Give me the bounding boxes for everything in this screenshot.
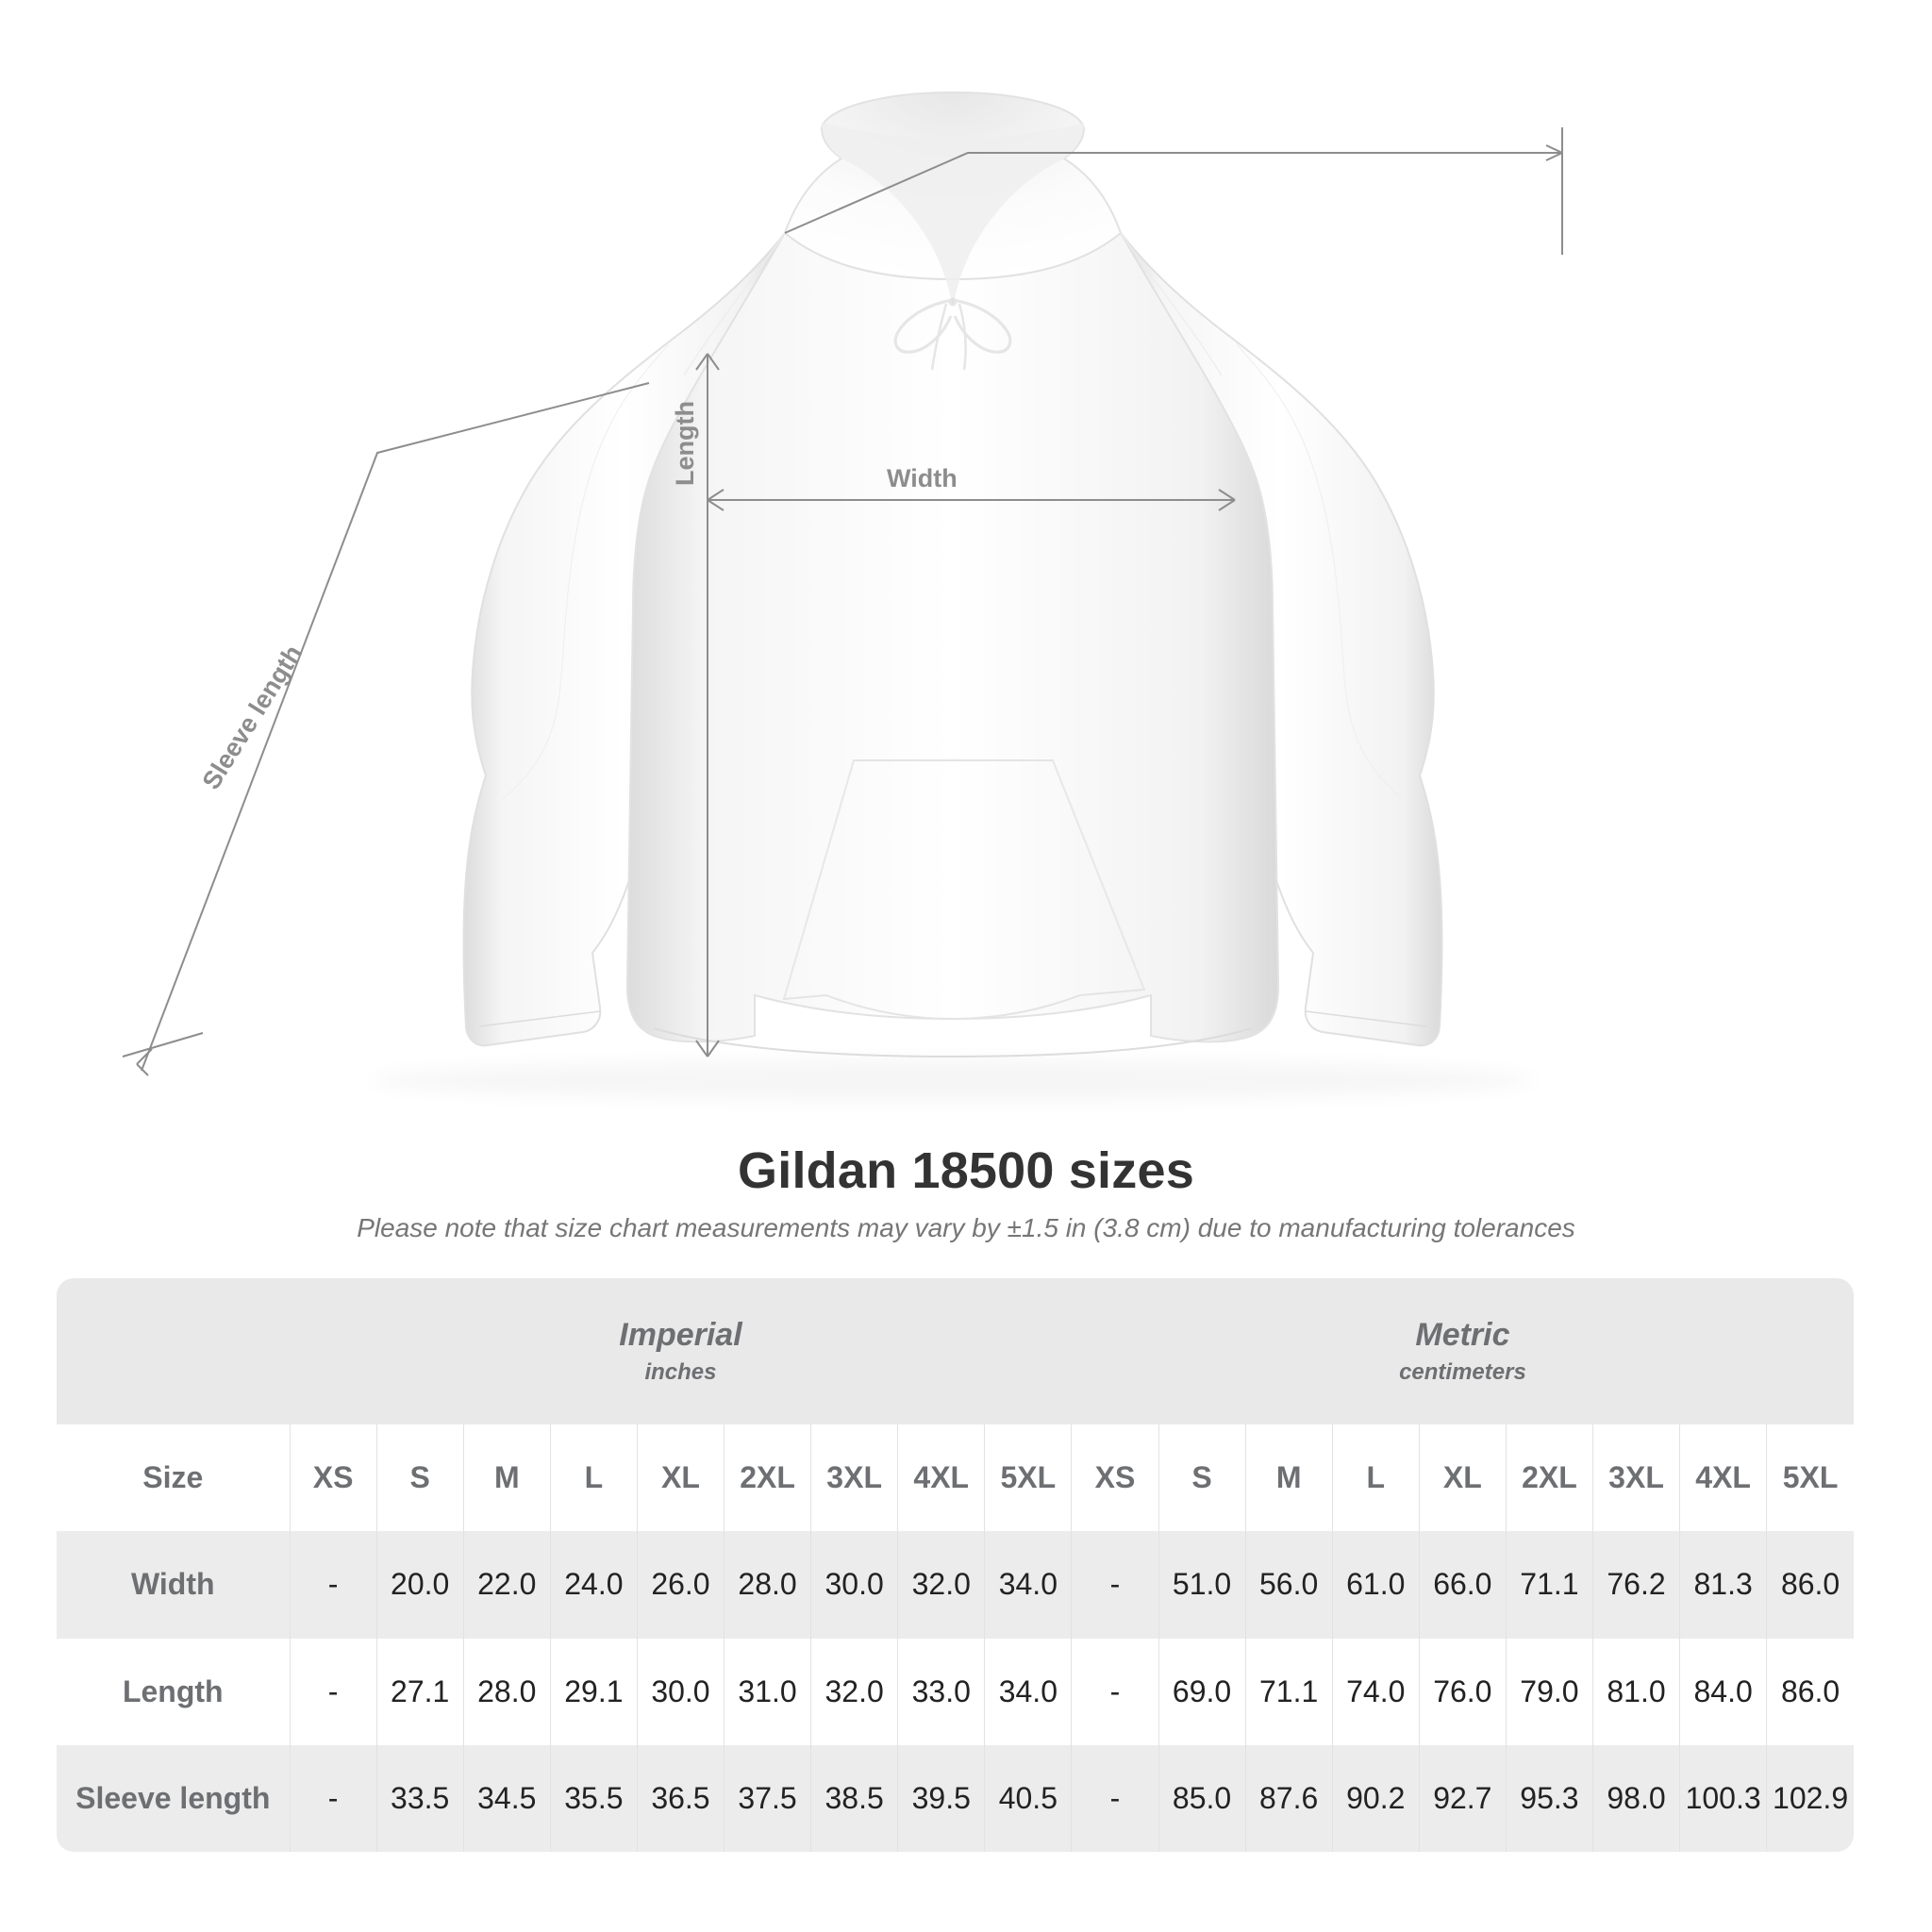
svg-text:Length: Length bbox=[671, 401, 699, 486]
svg-text:Sleeve length: Sleeve length bbox=[197, 640, 308, 794]
svg-text:Width: Width bbox=[887, 464, 958, 492]
